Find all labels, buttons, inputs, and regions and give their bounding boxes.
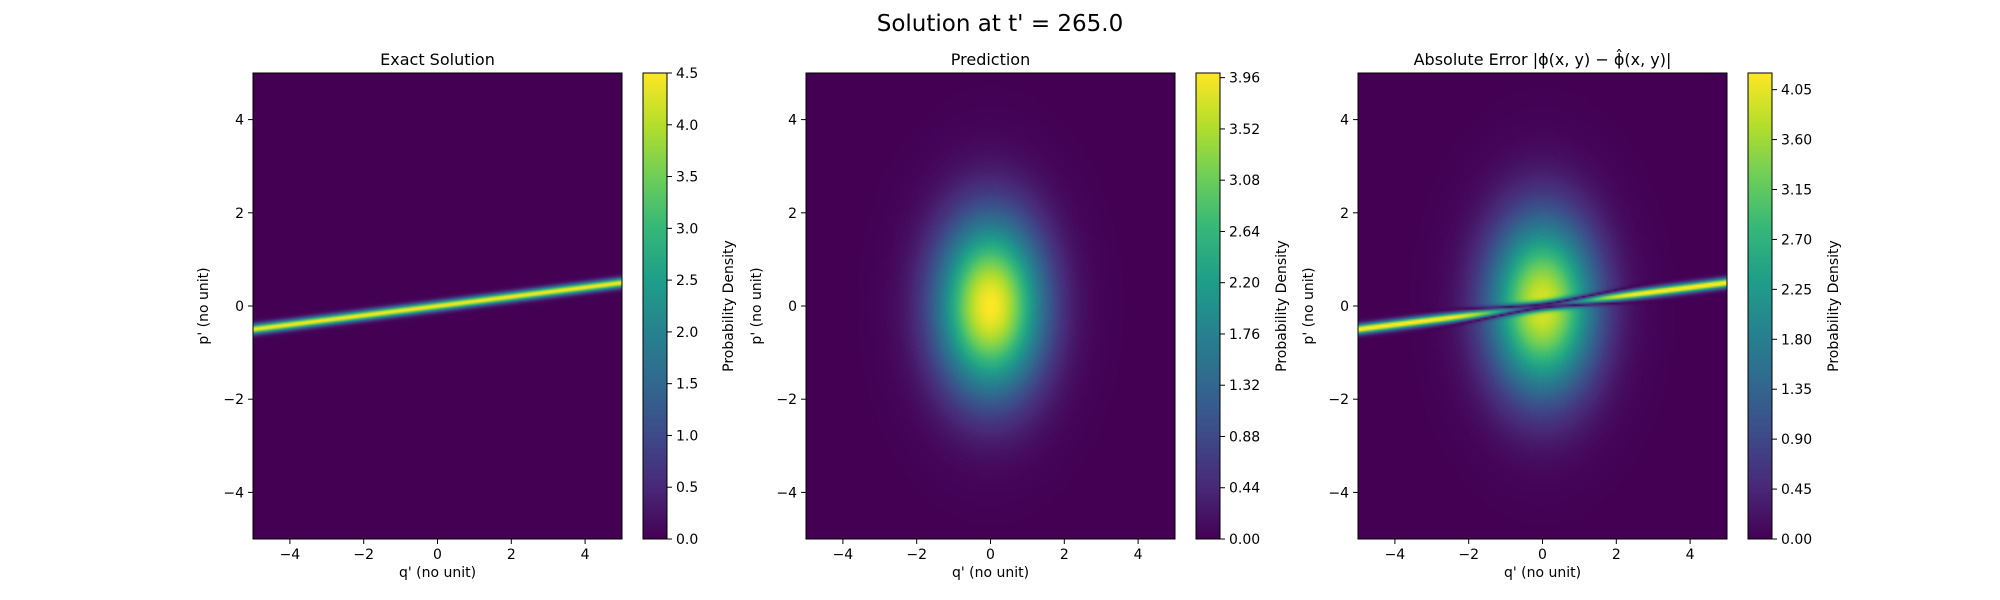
- x-tick-label: −2: [1458, 547, 1479, 563]
- panel-2: Prediction −4 −2 0 2 4 −4 −2 0 2 4 q' (no unit) p' (…: [749, 50, 1290, 581]
- x-tick-label: 0: [986, 547, 995, 563]
- x-tick-label: −4: [833, 547, 854, 563]
- colorbar-tick-label: 1.76: [1229, 327, 1260, 343]
- y-tick-label: 0: [235, 299, 244, 315]
- x-tick-label: −2: [353, 547, 374, 563]
- panel-title: Absolute Error |ϕ(x, y) − ϕ̂(x, y)|: [1414, 49, 1672, 69]
- x-tick-label: 4: [1686, 547, 1695, 563]
- y-tick-label: −2: [1328, 392, 1349, 408]
- colorbar-label: Probability Density: [1826, 240, 1842, 372]
- y-tick-label: −4: [223, 485, 244, 501]
- y-tick-label: 0: [788, 299, 797, 315]
- y-tick-label: 0: [1340, 299, 1349, 315]
- x-tick-label: 2: [1060, 547, 1069, 563]
- y-tick-label: 2: [235, 206, 244, 222]
- colorbar-label: Probability Density: [1274, 240, 1290, 372]
- colorbar: [1747, 72, 1773, 540]
- y-tick-label: 4: [235, 113, 244, 129]
- colorbar-tick-label: 3.52: [1229, 122, 1260, 138]
- colorbar-tick-label: 0.45: [1781, 482, 1812, 498]
- x-axis-label: q' (no unit): [952, 565, 1029, 581]
- colorbar-tick-label: 0.00: [1229, 532, 1260, 548]
- x-tick-label: 4: [581, 547, 590, 563]
- y-tick-label: −4: [776, 485, 797, 501]
- y-axis-label: p' (no unit): [749, 267, 765, 344]
- x-tick-label: 0: [433, 547, 442, 563]
- panels: Exact Solution −4 −2 0 2 4 −4 −2 0 2 4 q' (no unit)…: [196, 49, 1842, 581]
- x-tick-label: 4: [1134, 547, 1143, 563]
- y-tick-label: 2: [1340, 206, 1349, 222]
- colorbar-tick-label: 3.08: [1229, 173, 1260, 189]
- colorbar-tick-label: 1.0: [676, 428, 698, 444]
- colorbar-tick-label: 1.32: [1229, 378, 1260, 394]
- colorbar-tick-label: 3.96: [1229, 71, 1260, 87]
- y-axis-label: p' (no unit): [196, 267, 212, 344]
- x-tick-label: 2: [507, 547, 516, 563]
- panel-3: Absolute Error |ϕ(x, y) − ϕ̂(x, y)| −4 −2 0…: [1301, 49, 1842, 581]
- colorbar-tick-label: 4.5: [676, 66, 698, 82]
- panel-title: Prediction: [951, 50, 1030, 69]
- colorbar-tick-label: 4.05: [1781, 83, 1812, 99]
- panel-title: Exact Solution: [380, 50, 495, 69]
- colorbar-tick-label: 4.0: [676, 118, 698, 134]
- colorbar-tick-label: 0.5: [676, 480, 698, 496]
- figure-suptitle: Solution at t' = 265.0: [877, 11, 1124, 37]
- colorbar-label: Probability Density: [721, 240, 737, 372]
- colorbar-tick-label: 1.80: [1781, 332, 1812, 348]
- y-tick-label: −2: [223, 392, 244, 408]
- heatmap-image: [253, 73, 622, 539]
- colorbar-tick-label: 2.0: [676, 325, 698, 341]
- colorbar-tick-label: 2.5: [676, 273, 698, 289]
- y-tick-label: 2: [788, 206, 797, 222]
- x-tick-label: 2: [1612, 547, 1621, 563]
- colorbar-tick-label: 0.90: [1781, 432, 1812, 448]
- colorbar-tick-label: 2.20: [1229, 276, 1260, 292]
- y-tick-label: −2: [776, 392, 797, 408]
- colorbar-tick-label: 0.00: [1781, 532, 1812, 548]
- x-axis-label: q' (no unit): [1504, 565, 1581, 581]
- heatmap-image: [1358, 73, 1727, 539]
- x-axis-label: q' (no unit): [399, 565, 476, 581]
- x-tick-label: −2: [906, 547, 927, 563]
- x-tick-label: −4: [280, 547, 301, 563]
- colorbar-tick-label: 3.15: [1781, 183, 1812, 199]
- colorbar-tick-label: 3.5: [676, 170, 698, 186]
- colorbar-tick-label: 2.70: [1781, 232, 1812, 248]
- colorbar-tick-label: 0.0: [676, 532, 698, 548]
- heatmap-image: [806, 73, 1175, 539]
- colorbar: [642, 72, 668, 540]
- y-axis-label: p' (no unit): [1301, 267, 1317, 344]
- colorbar-tick-label: 2.64: [1229, 224, 1260, 240]
- colorbar-tick-label: 3.60: [1781, 133, 1812, 149]
- colorbar-tick-label: 0.88: [1229, 429, 1260, 445]
- panel-1: Exact Solution −4 −2 0 2 4 −4 −2 0 2 4 q' (no unit)…: [196, 50, 737, 581]
- x-tick-label: 0: [1538, 547, 1547, 563]
- x-tick-label: −4: [1385, 547, 1406, 563]
- y-tick-label: −4: [1328, 485, 1349, 501]
- colorbar-tick-label: 0.44: [1229, 481, 1260, 497]
- colorbar-tick-label: 1.5: [676, 377, 698, 393]
- y-tick-label: 4: [788, 113, 797, 129]
- colorbar-tick-label: 1.35: [1781, 382, 1812, 398]
- colorbar-tick-label: 3.0: [676, 221, 698, 237]
- y-tick-label: 4: [1340, 113, 1349, 129]
- colorbar-tick-label: 2.25: [1781, 282, 1812, 298]
- colorbar: [1195, 72, 1221, 540]
